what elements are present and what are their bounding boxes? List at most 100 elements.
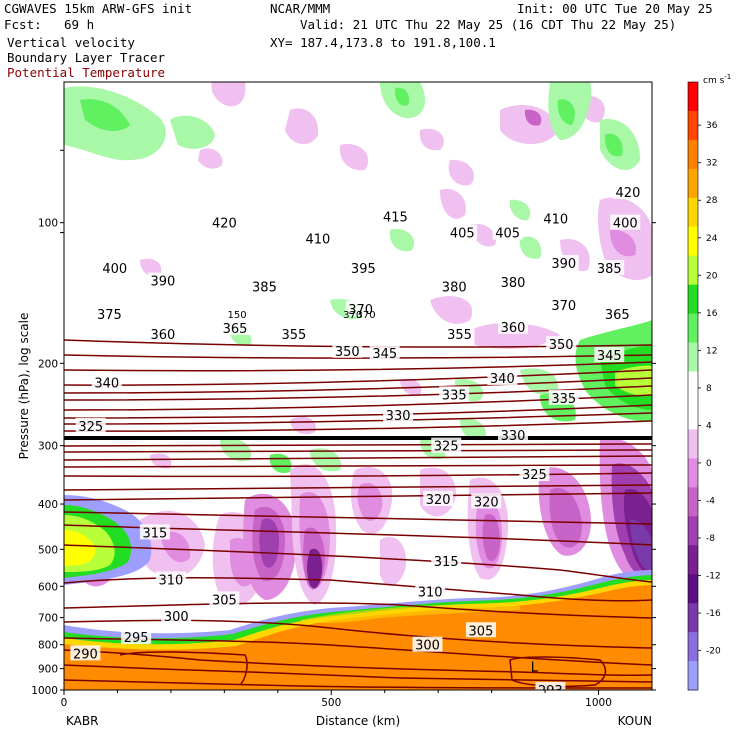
contour-label: 293 [538,684,563,699]
contour-label: 400 [613,217,638,232]
contour-label: 300 [415,639,440,654]
contour-label-bg [99,259,130,275]
contour-label: 420 [616,186,641,201]
colorbar-tick-label: 24 [706,234,718,244]
colorbar-swatch [688,139,698,170]
colorbar-tick-label: 0 [706,459,712,469]
model-title: CGWAVES 15km ARW-GFS init [4,1,193,16]
contour-label-bg [548,389,579,405]
colorbar-swatch [688,661,698,691]
contour-label-bg [209,214,240,230]
left-boundary-layer-tracer [64,495,152,585]
y-tick-label: 1000 [31,685,58,697]
x-axis-title: Distance (km) [316,714,400,728]
contour-label-bg [369,344,400,360]
contour-label-bg [412,636,443,652]
colorbar-swatch [688,400,698,430]
contour-label-bg [471,493,502,509]
colorbar-tick-label: 16 [706,309,718,319]
colorbar-tick-label: -20 [706,647,721,657]
contour-label: 390 [551,257,576,272]
contour-label: 295 [124,631,149,646]
colorbar-swatch [688,371,698,401]
contour-label: 315 [434,555,459,570]
field-potential-temperature: Potential Temperature [7,65,166,80]
valid-time: Valid: 21 UTC Thu 22 May 25 (16 CDT Thu … [300,17,677,32]
contour-label: 365 [605,308,630,323]
y-axis-title: Pressure (hPa), log scale [17,313,31,460]
y-tick-label: 200 [38,358,58,370]
contour-label: 400 [102,262,127,277]
contour-label: 310 [158,573,183,588]
contour-label: 310 [418,585,443,600]
contour-label-bg [540,210,571,226]
colorbar-swatch [688,255,698,286]
contour-label-bg [431,437,462,453]
colorbar-swatch [688,603,698,633]
left-station-label: KABR [66,714,98,728]
contour-label: 305 [212,593,237,608]
colorbar-frame [687,81,699,691]
plot-frame [63,81,653,691]
field-boundary-layer-tracer: Boundary Layer Tracer [7,50,166,65]
x-tick-label: 1000 [585,697,612,709]
tropopause-label: 370 [343,310,362,321]
colorbar-swatch [688,574,698,604]
colorbar-swatch [688,545,698,575]
y-tick-label: 800 [38,640,58,652]
contour-label: 345 [372,347,397,362]
contour-label: 385 [597,262,622,277]
contour-label: 415 [383,210,408,225]
contour-label-bg [602,306,633,322]
contour-label: 355 [447,328,472,343]
contour-label: 370 [348,303,373,318]
contour-label: 330 [386,409,411,424]
contour-label-bg [332,342,363,358]
contour-label: 410 [305,232,330,247]
colorbar-tick-label: 28 [706,196,718,206]
velocity-colorbar: 36 32 28 24 20 16 12 8 4 0 -4 -8 -12 -16 -20 [687,81,721,691]
colorbar-swatch [688,429,698,459]
contour-label-bg [498,427,529,443]
contour-label-bg [161,608,192,624]
contour-label-bg [380,208,411,224]
fcst-label: Fcst: [4,17,42,32]
contour-label: 315 [142,526,167,541]
colorbar-swatch [688,226,698,257]
contour-label: 380 [442,281,467,296]
contour-label-bg [612,184,643,200]
contour-label: 395 [351,262,376,277]
contour-label-bg [487,370,518,386]
contour-label-bg [546,336,577,352]
contour-label: 325 [522,468,547,483]
contour-label: 370 [551,299,576,314]
contour-label-bg [465,622,496,638]
contour-label-bg [70,645,101,661]
low-marker: L [531,661,539,676]
contour-label: 320 [474,495,499,510]
contour-label: 360 [501,321,526,336]
contour-label-bg [220,319,251,335]
contour-label-bg [348,259,379,275]
contour-label-bg [519,466,550,482]
contour-label: 405 [450,227,475,242]
contour-label-bg [535,682,566,690]
contour-label-bg [249,278,280,294]
contour-label: 305 [469,624,494,639]
xy-endpoints: XY= 187.4,173.8 to 191.8,100.1 [270,35,496,50]
colorbar-tick-label: -16 [706,609,721,619]
tropopause-label: 150 [228,310,247,321]
contour-label-bg [498,274,529,290]
contour-label: 345 [597,349,622,364]
colorbar-tick-label: 8 [706,384,712,394]
tropopause-label: 370 [356,310,375,321]
contour-label: 355 [281,328,306,343]
contour-label-bg [423,490,454,506]
contour-label-bg [147,272,178,288]
colorbar-swatch [688,458,698,488]
contour-label-bg [155,571,186,587]
contour-label-bg [548,255,579,271]
contour-label: 350 [335,345,360,360]
colorbar-tick-label: -12 [706,572,721,582]
